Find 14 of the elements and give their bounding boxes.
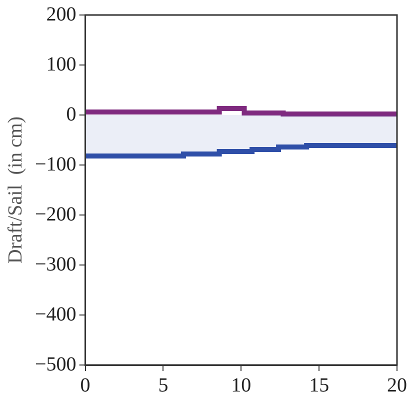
x-tick-label: 15	[309, 374, 330, 396]
y-tick-label: −100	[35, 153, 76, 176]
y-tick-label: 0	[66, 103, 76, 126]
y-tick-label: −500	[35, 353, 76, 376]
y-tick-label: −400	[35, 303, 76, 326]
x-tick-label: 5	[158, 374, 168, 396]
y-tick-label: 200	[46, 3, 76, 26]
y-axis-title: Draft/Sail (in cm)	[4, 116, 26, 264]
x-tick-label: 0	[80, 374, 90, 396]
y-tick-label: −300	[35, 253, 76, 276]
y-tick-label: 100	[46, 53, 76, 76]
x-tick-label: 10	[231, 374, 252, 396]
x-tick-label: 20	[387, 374, 407, 396]
y-tick-label: −200	[35, 203, 76, 226]
